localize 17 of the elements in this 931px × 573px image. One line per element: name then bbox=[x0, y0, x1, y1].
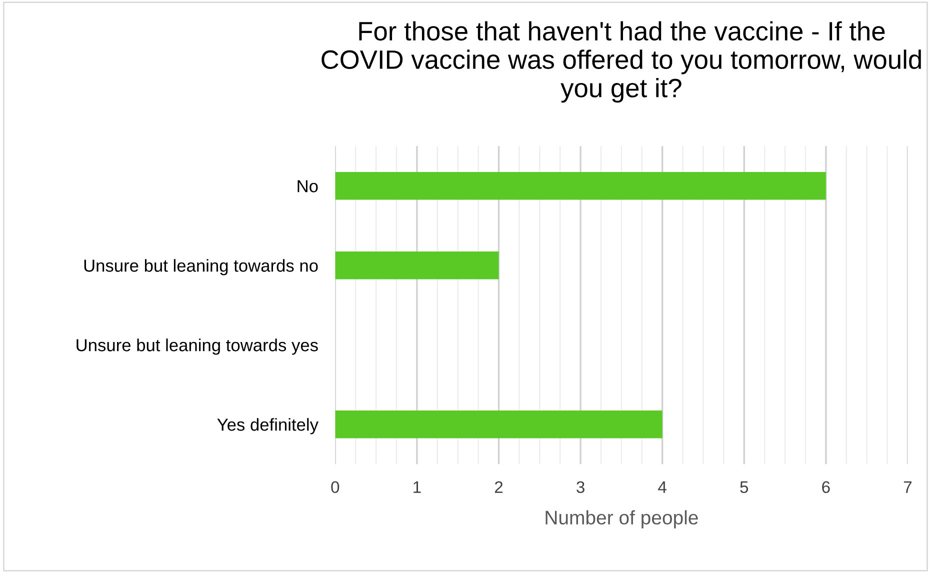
bar bbox=[335, 410, 662, 438]
y-tick-label: Unsure but leaning towards yes bbox=[76, 338, 318, 355]
x-tick-label: 0 bbox=[331, 481, 340, 494]
y-tick-label: Unsure but leaning towards no bbox=[84, 259, 318, 276]
y-tick-label: Yes definitely bbox=[217, 418, 318, 434]
x-tick-label: 3 bbox=[576, 481, 584, 494]
bar bbox=[335, 172, 826, 200]
chart-title: For those that haven't had the vaccine - If the COVID vaccine was offered to you tomorrow, would you get it? bbox=[322, 21, 921, 103]
bar bbox=[335, 251, 499, 280]
x-axis-title: Number of people bbox=[546, 510, 698, 528]
x-tick-label: 6 bbox=[822, 481, 830, 494]
x-tick-label: 2 bbox=[494, 481, 503, 493]
x-tick-label: 7 bbox=[904, 481, 912, 493]
x-tick-label: 5 bbox=[740, 481, 748, 494]
y-tick-label: No bbox=[298, 180, 318, 192]
x-tick-label: 1 bbox=[414, 481, 421, 493]
x-tick-label: 4 bbox=[658, 481, 666, 493]
